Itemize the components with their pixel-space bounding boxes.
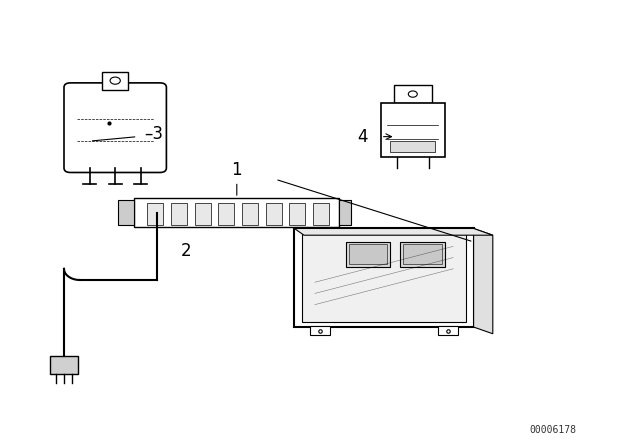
Bar — [242, 202, 258, 225]
Bar — [381, 103, 445, 157]
Bar — [313, 202, 329, 225]
Bar — [403, 244, 442, 264]
Bar — [102, 72, 128, 90]
Polygon shape — [294, 228, 493, 235]
Text: 00006178: 00006178 — [529, 425, 576, 435]
Bar — [147, 202, 163, 225]
Bar — [289, 202, 305, 225]
Bar — [266, 202, 282, 225]
Bar — [118, 200, 134, 225]
Bar — [400, 242, 445, 267]
Text: 2: 2 — [180, 242, 191, 260]
Bar — [349, 244, 387, 264]
Bar — [346, 242, 390, 267]
FancyBboxPatch shape — [64, 83, 166, 172]
Bar — [134, 198, 339, 228]
Bar — [218, 202, 234, 225]
Bar — [294, 228, 474, 327]
Text: 1: 1 — [232, 161, 242, 179]
Bar — [438, 326, 458, 335]
Bar — [310, 326, 330, 335]
FancyBboxPatch shape — [394, 85, 432, 103]
Bar — [195, 202, 211, 225]
Bar — [302, 234, 466, 322]
Bar — [339, 200, 351, 225]
Circle shape — [408, 91, 417, 97]
Text: 4: 4 — [358, 128, 368, 146]
Polygon shape — [474, 228, 493, 334]
Bar — [50, 356, 78, 374]
Text: –3: –3 — [144, 125, 163, 143]
Circle shape — [110, 77, 120, 84]
Bar — [390, 141, 435, 152]
Bar — [171, 202, 187, 225]
